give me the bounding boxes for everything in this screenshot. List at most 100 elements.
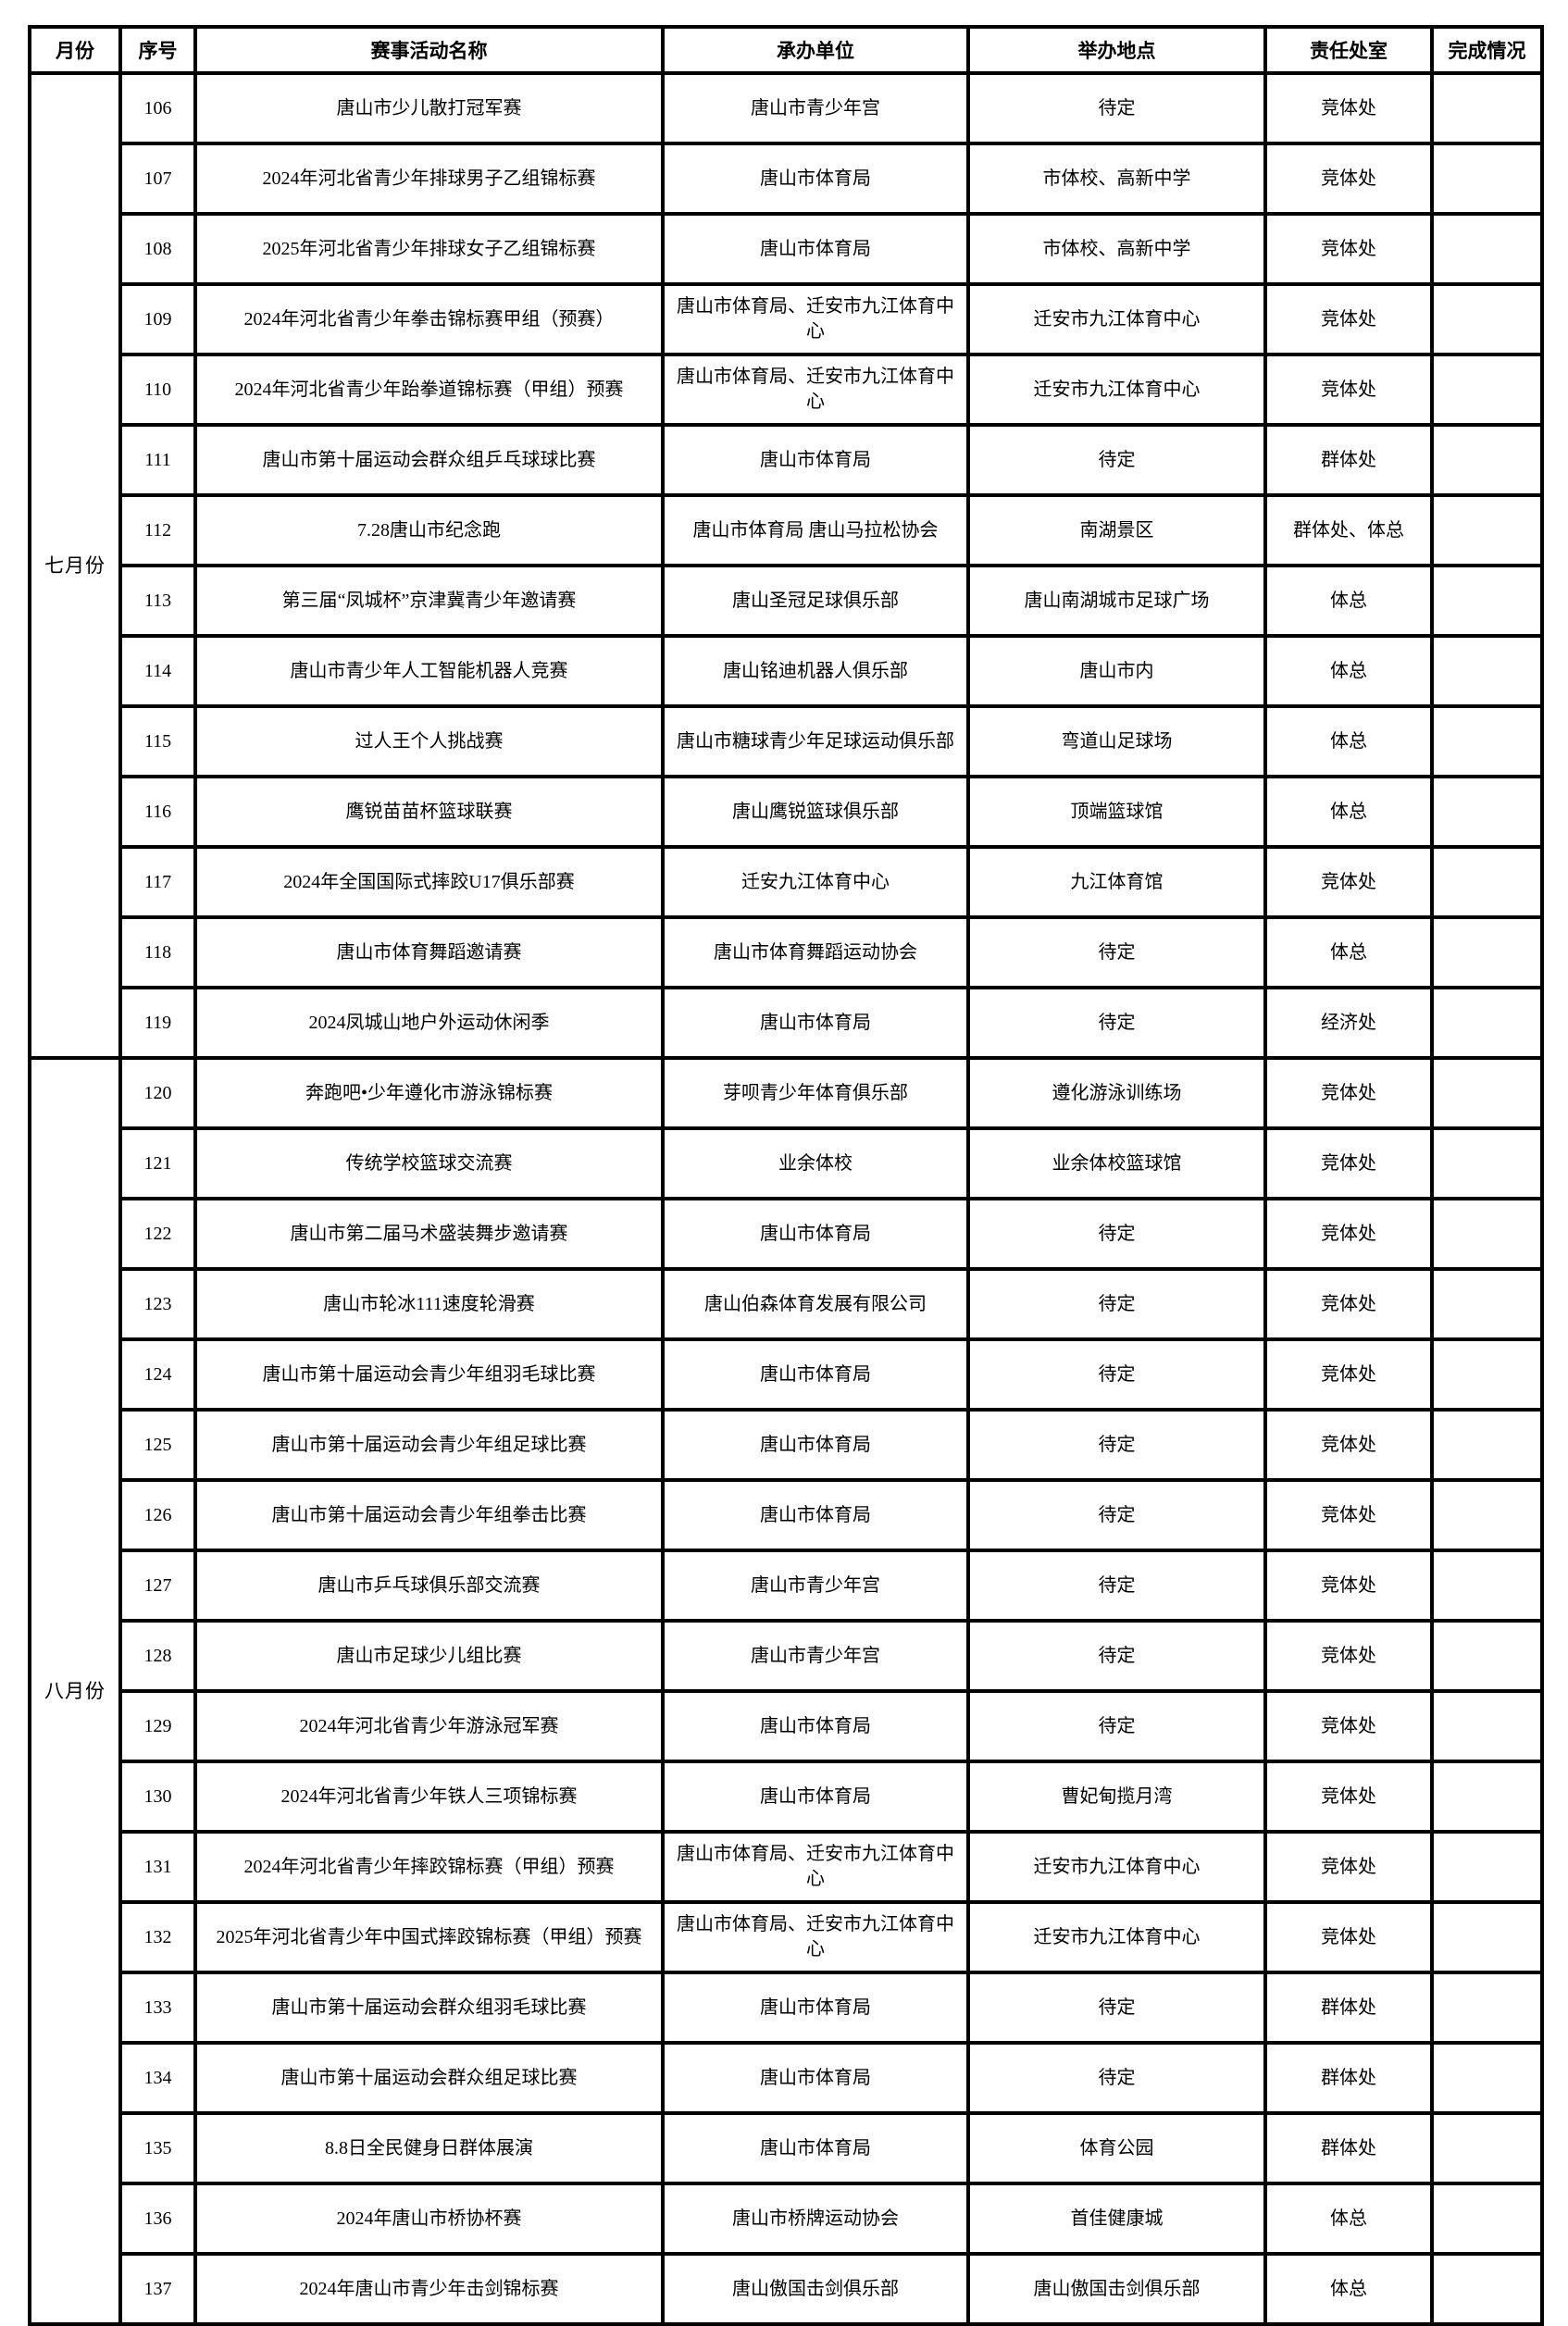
office-cell: 经济处 — [1263, 986, 1434, 1060]
event-name-cell: 第三届“凤城杯”京津冀青少年邀请赛 — [193, 564, 665, 638]
office-cell: 竞体处 — [1263, 1619, 1434, 1693]
office-cell: 体总 — [1263, 775, 1434, 849]
status-cell — [1430, 1267, 1544, 1341]
office-cell: 竞体处 — [1263, 1408, 1434, 1482]
event-name-cell: 唐山市轮冰111速度轮滑赛 — [193, 1267, 665, 1341]
status-cell — [1430, 1126, 1544, 1200]
event-name-cell: 2024年河北省青少年铁人三项锦标赛 — [193, 1760, 665, 1834]
row-number-cell: 119 — [118, 986, 197, 1060]
event-name-cell: 唐山市体育舞蹈邀请赛 — [193, 915, 665, 989]
organizer-cell: 唐山市桥牌运动协会 — [661, 2182, 970, 2256]
row-number-cell: 132 — [118, 1900, 197, 1974]
row-number-cell: 135 — [118, 2111, 197, 2185]
table-row: 134 唐山市第十届运动会群众组足球比赛 唐山市体育局 待定 群体处 — [30, 2041, 1544, 2115]
row-number-cell: 118 — [118, 915, 197, 989]
event-name-cell: 2024年河北省青少年跆拳道锦标赛（甲组）预赛 — [193, 353, 665, 427]
venue-cell: 弯道山足球场 — [966, 704, 1267, 778]
status-cell — [1430, 1760, 1544, 1834]
row-number-cell: 124 — [118, 1337, 197, 1412]
office-cell: 竞体处 — [1263, 282, 1434, 356]
office-cell: 体总 — [1263, 704, 1434, 778]
month-cell: 八月份 — [28, 1056, 122, 2326]
event-name-cell: 2024年河北省青少年游泳冠军赛 — [193, 1689, 665, 1763]
header-row: 月份 序号 赛事活动名称 承办单位 举办地点 责任处室 完成情况 — [28, 25, 1544, 75]
row-number-cell: 121 — [118, 1126, 197, 1200]
events-schedule-table: 月份 序号 赛事活动名称 承办单位 举办地点 责任处室 完成情况 七月份 106 唐山市少儿散打… — [28, 25, 1544, 2326]
venue-cell: 待定 — [966, 1549, 1267, 1623]
event-name-cell: 唐山市第十届运动会青少年组拳击比赛 — [193, 1478, 665, 1552]
event-name-cell: 2024年唐山市青少年击剑锦标赛 — [193, 2252, 665, 2326]
table-row: 109 2024年河北省青少年拳击锦标赛甲组（预赛） 唐山市体育局、迁安市九江体育中… — [30, 282, 1544, 356]
office-cell: 竞体处 — [1263, 1267, 1434, 1341]
event-name-cell: 唐山市第二届马术盛装舞步邀请赛 — [193, 1197, 665, 1271]
organizer-cell: 迁安九江体育中心 — [661, 845, 970, 919]
table-row: 七月份 106 唐山市少儿散打冠军赛 唐山市青少年宫 待定 竞体处 — [28, 71, 1544, 1060]
organizer-cell: 唐山市糖球青少年足球运动俱乐部 — [661, 704, 970, 778]
table-row: 133 唐山市第十届运动会群众组羽毛球比赛 唐山市体育局 待定 群体处 — [30, 1971, 1544, 2045]
status-cell — [1430, 915, 1544, 989]
status-cell — [1430, 1197, 1544, 1271]
organizer-cell: 唐山市青少年宫 — [661, 1549, 970, 1623]
row-number-cell: 106 — [118, 71, 197, 145]
event-name-cell: 7.28唐山市纪念跑 — [193, 493, 665, 567]
row-number-cell: 126 — [118, 1478, 197, 1552]
status-cell — [1430, 493, 1544, 567]
venue-cell: 体育公园 — [966, 2111, 1267, 2185]
status-cell — [1430, 704, 1544, 778]
organizer-cell: 唐山鹰锐篮球俱乐部 — [661, 775, 970, 849]
event-name-cell: 2024年全国国际式摔跤U17俱乐部赛 — [193, 845, 665, 919]
event-name-cell: 奔跑吧•少年遵化市游泳锦标赛 — [193, 1056, 665, 1130]
status-cell — [1430, 1830, 1544, 1904]
event-name-cell: 唐山市第十届运动会群众组足球比赛 — [193, 2041, 665, 2115]
event-name-cell: 2024年河北省青少年摔跤锦标赛（甲组）预赛 — [193, 1830, 665, 1904]
status-cell — [1430, 1549, 1544, 1623]
event-name-cell: 唐山市少儿散打冠军赛 — [193, 71, 665, 145]
table-body: 七月份 106 唐山市少儿散打冠军赛 唐山市青少年宫 待定 竞体处 107 2024年河北省青… — [28, 71, 1544, 2326]
status-cell — [1430, 1337, 1544, 1412]
organizer-cell: 业余体校 — [661, 1126, 970, 1200]
row-number-cell: 120 — [118, 1056, 197, 1130]
venue-cell: 业余体校篮球馆 — [966, 1126, 1267, 1200]
office-cell: 竞体处 — [1263, 1549, 1434, 1623]
row-number-cell: 137 — [118, 2252, 197, 2326]
organizer-cell: 唐山市体育局 — [661, 2041, 970, 2115]
column-header: 月份 — [28, 25, 122, 75]
organizer-cell: 芽呗青少年体育俱乐部 — [661, 1056, 970, 1130]
column-header: 完成情况 — [1430, 25, 1544, 75]
venue-cell: 唐山傲国击剑俱乐部 — [966, 2252, 1267, 2326]
office-cell: 竞体处 — [1263, 845, 1434, 919]
table-row: 127 唐山市乒乓球俱乐部交流赛 唐山市青少年宫 待定 竞体处 — [30, 1549, 1544, 1623]
organizer-cell: 唐山市体育局 唐山马拉松协会 — [661, 493, 970, 567]
event-name-cell: 唐山市第十届运动会青少年组足球比赛 — [193, 1408, 665, 1482]
event-name-cell: 传统学校篮球交流赛 — [193, 1126, 665, 1200]
table-row: 132 2025年河北省青少年中国式摔跤锦标赛（甲组）预赛 唐山市体育局、迁安市九江… — [30, 1900, 1544, 1974]
venue-cell: 迁安市九江体育中心 — [966, 1900, 1267, 1974]
status-cell — [1430, 1619, 1544, 1693]
status-cell — [1430, 1971, 1544, 2045]
office-cell: 竞体处 — [1263, 1337, 1434, 1412]
office-cell: 竞体处 — [1263, 1197, 1434, 1271]
row-number-cell: 114 — [118, 634, 197, 708]
venue-cell: 唐山市内 — [966, 634, 1267, 708]
venue-cell: 待定 — [966, 423, 1267, 497]
office-cell: 竞体处 — [1263, 1689, 1434, 1763]
venue-cell: 迁安市九江体育中心 — [966, 353, 1267, 427]
office-cell: 体总 — [1263, 915, 1434, 989]
table-row: 118 唐山市体育舞蹈邀请赛 唐山市体育舞蹈运动协会 待定 体总 — [30, 915, 1544, 989]
event-name-cell: 唐山市足球少儿组比赛 — [193, 1619, 665, 1693]
organizer-cell: 唐山市体育局 — [661, 423, 970, 497]
row-number-cell: 112 — [118, 493, 197, 567]
row-number-cell: 111 — [118, 423, 197, 497]
table-row: 131 2024年河北省青少年摔跤锦标赛（甲组）预赛 唐山市体育局、迁安市九江体育中… — [30, 1830, 1544, 1904]
organizer-cell: 唐山市体育局 — [661, 212, 970, 286]
venue-cell: 市体校、高新中学 — [966, 212, 1267, 286]
organizer-cell: 唐山圣冠足球俱乐部 — [661, 564, 970, 638]
row-number-cell: 113 — [118, 564, 197, 638]
row-number-cell: 115 — [118, 704, 197, 778]
status-cell — [1430, 2041, 1544, 2115]
venue-cell: 市体校、高新中学 — [966, 142, 1267, 216]
venue-cell: 待定 — [966, 1619, 1267, 1693]
organizer-cell: 唐山市体育局、迁安市九江体育中心 — [661, 353, 970, 427]
status-cell — [1430, 2252, 1544, 2326]
column-header: 责任处室 — [1263, 25, 1434, 75]
